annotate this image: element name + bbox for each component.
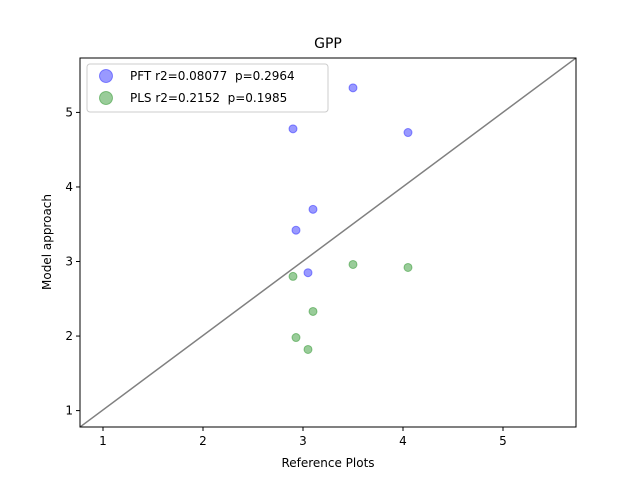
data-point bbox=[291, 333, 301, 343]
x-axis-label: Reference Plots bbox=[281, 456, 374, 470]
data-point bbox=[288, 124, 298, 134]
y-tick-label: 4 bbox=[65, 180, 73, 194]
y-tick-label: 1 bbox=[65, 404, 73, 418]
data-point bbox=[288, 271, 298, 281]
data-point bbox=[291, 225, 301, 235]
legend: PFT r2=0.08077 p=0.2964 PLS r2=0.2152 p=… bbox=[86, 63, 329, 113]
y-tick-label: 3 bbox=[65, 255, 73, 269]
chart-title: GPP bbox=[314, 36, 342, 52]
data-point bbox=[348, 259, 358, 269]
x-tick-label: 2 bbox=[199, 434, 207, 448]
data-point bbox=[403, 128, 413, 138]
series-0 bbox=[288, 83, 413, 278]
x-axis: 1 2 3 4 5 bbox=[99, 427, 507, 448]
data-point bbox=[348, 83, 358, 93]
legend-marker-pft bbox=[99, 69, 113, 83]
y-axis: 1 2 3 4 5 bbox=[65, 105, 80, 418]
x-tick-label: 3 bbox=[299, 434, 307, 448]
legend-box bbox=[86, 63, 329, 113]
data-point bbox=[303, 268, 313, 278]
series-1 bbox=[288, 259, 413, 354]
y-tick-label: 5 bbox=[65, 105, 73, 119]
legend-label-pft: PFT r2=0.08077 p=0.2964 bbox=[130, 69, 295, 83]
plot-area bbox=[80, 58, 576, 427]
data-point bbox=[308, 306, 318, 316]
data-point bbox=[308, 204, 318, 214]
data-point bbox=[403, 262, 413, 272]
identity-line bbox=[80, 58, 576, 427]
y-axis-label: Model approach bbox=[40, 194, 54, 290]
legend-label-pls: PLS r2=0.2152 p=0.1985 bbox=[130, 91, 287, 105]
x-tick-label: 1 bbox=[99, 434, 107, 448]
data-point bbox=[303, 344, 313, 354]
axes-frame bbox=[79, 57, 577, 428]
x-tick-label: 5 bbox=[499, 434, 507, 448]
y-tick-label: 2 bbox=[65, 329, 73, 343]
legend-marker-pls bbox=[99, 91, 113, 105]
x-tick-label: 4 bbox=[399, 434, 407, 448]
